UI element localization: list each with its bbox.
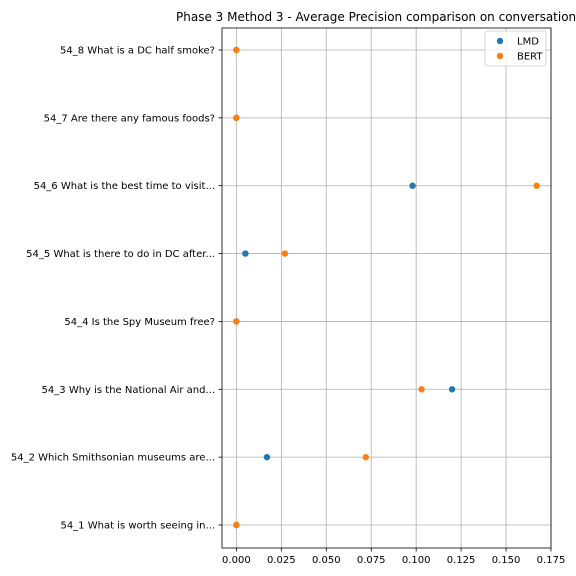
data-point-lmd	[263, 453, 271, 461]
axes: 0.000 0.025 0.050 0.075 0.100 0.125 0.150 0.175…	[11, 27, 566, 566]
plot-frame	[221, 27, 552, 549]
data-point-bert	[233, 114, 240, 122]
y-tick-label: 54_1 What is worth seeing in...	[60, 521, 215, 532]
data-point-bert	[281, 250, 289, 257]
data-points	[233, 46, 540, 529]
y-tick-label: 54_5 What is there to do in DC after...	[26, 249, 215, 260]
x-tick-label: 0.175	[537, 555, 566, 566]
y-tick-label: 54_3 Why is the National Air and...	[42, 385, 215, 396]
chart-title: Phase 3 Method 3 - Average Precision com…	[176, 10, 576, 24]
x-tick-label: 0.075	[357, 555, 386, 566]
grid	[222, 28, 552, 548]
x-tick-label: 0.050	[312, 555, 341, 566]
legend-label-bert: BERT	[517, 52, 543, 63]
legend-marker-lmd	[496, 37, 504, 45]
y-tick-label: 54_4 Is the Spy Museum free?	[64, 317, 215, 328]
x-tick-label: 0.100	[402, 555, 431, 566]
data-point-bert	[418, 386, 425, 393]
x-tick-label: 0.150	[492, 555, 521, 566]
data-point-bert	[233, 318, 240, 325]
y-tick-label: 54_8 What is a DC half smoke?	[60, 46, 215, 57]
legend: LMD BERT	[484, 30, 547, 67]
data-point-lmd	[448, 386, 456, 393]
data-point-lmd	[242, 250, 249, 257]
x-tick-label: 0.000	[222, 555, 251, 566]
x-tick-label: 0.025	[267, 555, 296, 566]
y-tick-label: 54_2 Which Smithsonian museums are...	[11, 453, 215, 464]
x-tick-label: 0.125	[447, 555, 476, 566]
data-point-bert	[362, 453, 370, 461]
y-tick-label: 54_6 What is the best time to visit...	[34, 181, 215, 192]
data-point-bert	[533, 182, 540, 189]
legend-label-lmd: LMD	[517, 37, 539, 48]
legend-marker-bert	[496, 52, 504, 60]
data-point-bert	[233, 46, 240, 54]
y-tick-label: 54_7 Are there any famous foods?	[44, 113, 215, 124]
data-point-bert	[233, 521, 240, 529]
data-point-lmd	[409, 182, 416, 189]
